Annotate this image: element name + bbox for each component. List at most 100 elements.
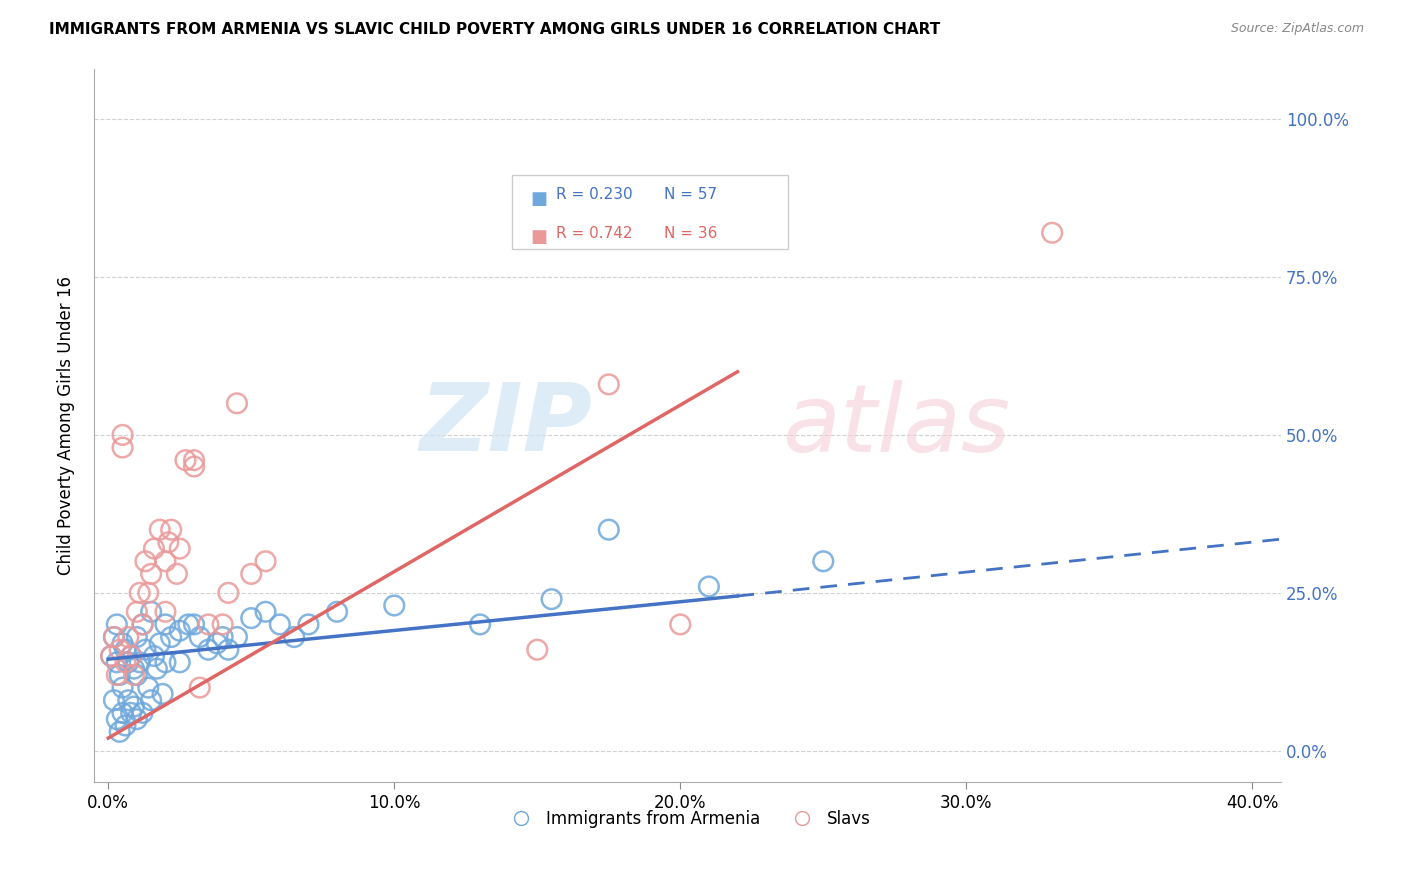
Text: IMMIGRANTS FROM ARMENIA VS SLAVIC CHILD POVERTY AMONG GIRLS UNDER 16 CORRELATION: IMMIGRANTS FROM ARMENIA VS SLAVIC CHILD … bbox=[49, 22, 941, 37]
Y-axis label: Child Poverty Among Girls Under 16: Child Poverty Among Girls Under 16 bbox=[58, 276, 75, 575]
Point bbox=[217, 586, 239, 600]
Point bbox=[211, 630, 233, 644]
Point bbox=[211, 617, 233, 632]
Point bbox=[131, 617, 153, 632]
Point bbox=[183, 617, 205, 632]
Point bbox=[139, 693, 162, 707]
Point bbox=[134, 554, 156, 568]
Point bbox=[131, 617, 153, 632]
Text: atlas: atlas bbox=[782, 380, 1011, 471]
Point bbox=[120, 648, 142, 663]
Point bbox=[174, 453, 197, 467]
Point bbox=[598, 523, 620, 537]
Point bbox=[117, 630, 139, 644]
Point bbox=[111, 441, 134, 455]
Point bbox=[105, 656, 128, 670]
Point bbox=[254, 554, 277, 568]
Point bbox=[120, 706, 142, 720]
Point bbox=[146, 662, 169, 676]
Point bbox=[155, 605, 177, 619]
Point bbox=[103, 630, 125, 644]
Text: R = 0.742: R = 0.742 bbox=[555, 226, 633, 241]
Point bbox=[125, 712, 148, 726]
Point bbox=[382, 599, 405, 613]
Text: R = 0.230: R = 0.230 bbox=[555, 187, 633, 202]
Point bbox=[188, 630, 211, 644]
Text: N = 36: N = 36 bbox=[664, 226, 717, 241]
Point bbox=[114, 642, 136, 657]
Point bbox=[134, 642, 156, 657]
Point bbox=[183, 453, 205, 467]
Point bbox=[136, 586, 159, 600]
Point bbox=[598, 377, 620, 392]
Point bbox=[197, 642, 219, 657]
Point bbox=[197, 617, 219, 632]
Point bbox=[108, 724, 131, 739]
Point bbox=[125, 630, 148, 644]
Point bbox=[117, 693, 139, 707]
Point bbox=[105, 712, 128, 726]
Point bbox=[169, 541, 191, 556]
Point bbox=[108, 668, 131, 682]
Point bbox=[128, 656, 150, 670]
Point bbox=[226, 396, 249, 410]
Point bbox=[100, 648, 122, 663]
Point bbox=[468, 617, 491, 632]
Point bbox=[155, 617, 177, 632]
Point bbox=[283, 630, 305, 644]
Point bbox=[205, 636, 228, 650]
Text: Source: ZipAtlas.com: Source: ZipAtlas.com bbox=[1230, 22, 1364, 36]
Point bbox=[217, 642, 239, 657]
Point bbox=[111, 706, 134, 720]
Point bbox=[149, 636, 172, 650]
Point bbox=[157, 535, 180, 549]
Point bbox=[149, 523, 172, 537]
Point bbox=[111, 636, 134, 650]
Point bbox=[108, 642, 131, 657]
Point bbox=[697, 580, 720, 594]
Point bbox=[139, 566, 162, 581]
Point bbox=[188, 681, 211, 695]
Point bbox=[240, 566, 263, 581]
Text: ■: ■ bbox=[530, 228, 547, 246]
Point bbox=[122, 662, 145, 676]
Point bbox=[183, 459, 205, 474]
Point bbox=[540, 592, 562, 607]
Point bbox=[136, 681, 159, 695]
Point bbox=[103, 630, 125, 644]
Point bbox=[813, 554, 835, 568]
Point bbox=[122, 699, 145, 714]
Point bbox=[143, 541, 166, 556]
Point bbox=[155, 656, 177, 670]
Point bbox=[152, 687, 174, 701]
Point bbox=[139, 605, 162, 619]
Point bbox=[143, 648, 166, 663]
Text: ZIP: ZIP bbox=[419, 379, 592, 472]
Point bbox=[114, 656, 136, 670]
Point bbox=[114, 718, 136, 732]
Point bbox=[297, 617, 319, 632]
Point bbox=[155, 554, 177, 568]
Point bbox=[326, 605, 349, 619]
Point bbox=[125, 668, 148, 682]
Point bbox=[160, 523, 183, 537]
Point bbox=[177, 617, 200, 632]
Point bbox=[269, 617, 291, 632]
Point bbox=[669, 617, 692, 632]
Point bbox=[240, 611, 263, 625]
Point bbox=[160, 630, 183, 644]
Text: ■: ■ bbox=[530, 190, 547, 208]
Point bbox=[111, 681, 134, 695]
Point bbox=[105, 617, 128, 632]
Text: N = 57: N = 57 bbox=[664, 187, 717, 202]
Point bbox=[526, 642, 548, 657]
Point bbox=[125, 605, 148, 619]
Point bbox=[128, 586, 150, 600]
Point bbox=[169, 656, 191, 670]
Point bbox=[226, 630, 249, 644]
Point bbox=[111, 428, 134, 442]
Point bbox=[122, 668, 145, 682]
Point bbox=[105, 668, 128, 682]
Point bbox=[166, 566, 188, 581]
Point bbox=[117, 656, 139, 670]
